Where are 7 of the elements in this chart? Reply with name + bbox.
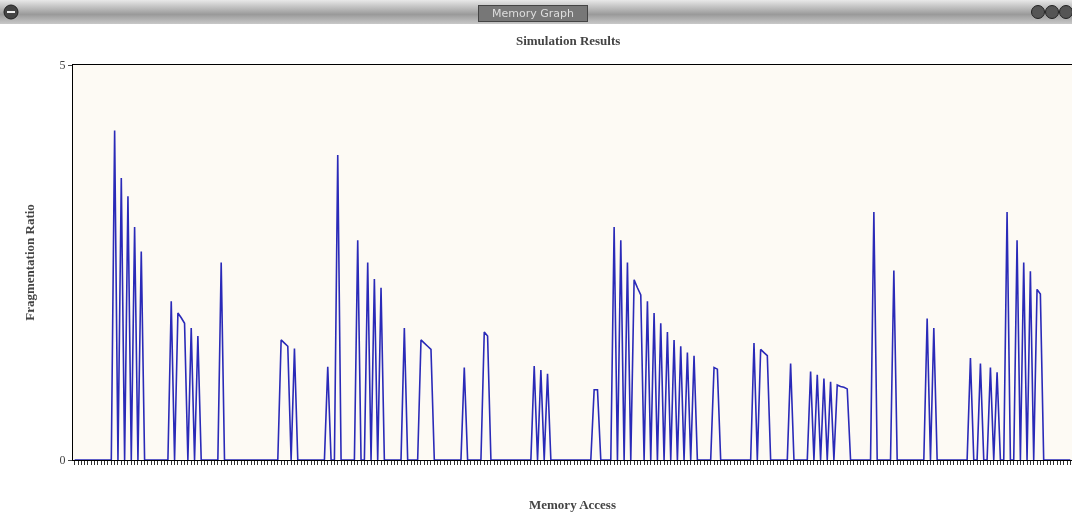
y-tick-label: 5 [59,58,66,73]
line-series [73,129,1072,460]
chart-title: Simulation Results [515,32,621,48]
window-title-bar: Memory Graph [0,0,1072,25]
y-axis-title: Fragmentation Ratio [21,204,37,321]
y-tick-label: 0 [59,453,66,468]
x-axis-title: Memory Access [529,496,616,512]
